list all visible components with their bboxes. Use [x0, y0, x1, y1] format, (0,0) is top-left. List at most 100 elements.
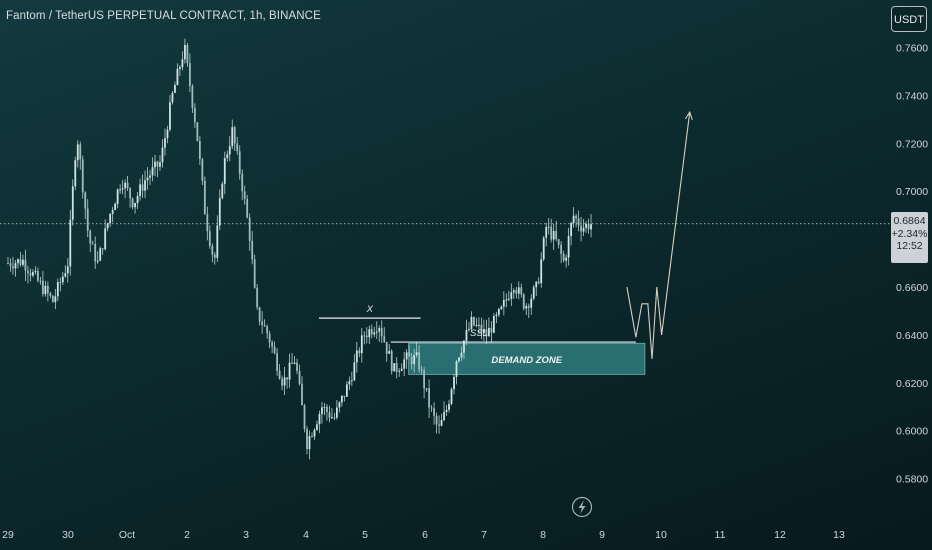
y-axis[interactable]: 0.76000.74000.72000.70000.68000.66000.64…	[896, 43, 928, 486]
candle	[74, 156, 77, 191]
candle-body	[246, 199, 249, 218]
candle-body	[136, 196, 139, 203]
candle-body	[550, 226, 553, 240]
levels-layer: X SSL	[318, 304, 636, 343]
candle	[248, 213, 251, 251]
candle-body	[525, 306, 528, 309]
candle-body	[196, 122, 199, 141]
candle-body	[218, 198, 221, 226]
candle	[587, 218, 590, 234]
candle-body	[241, 173, 244, 192]
x-axis[interactable]: 29 30 Oct 2 3 4 5 6 7 8 9 10 11 12 13	[2, 529, 845, 541]
candle-body	[7, 263, 9, 265]
candle-body	[106, 223, 109, 229]
candle	[119, 184, 122, 194]
candle	[318, 410, 321, 434]
candle	[398, 368, 401, 377]
candle-body	[208, 231, 211, 246]
candle	[395, 357, 398, 379]
candle-body	[535, 281, 538, 288]
candle	[136, 191, 139, 209]
x-tick-label: 11	[715, 529, 726, 541]
candle-body	[405, 352, 408, 360]
candle	[350, 371, 353, 386]
candle-body	[191, 86, 194, 108]
candle	[101, 248, 104, 255]
candle	[258, 306, 261, 326]
candle	[154, 154, 156, 177]
candle-body	[473, 317, 475, 326]
candle-body	[345, 384, 348, 397]
candle	[181, 51, 184, 71]
candle	[353, 354, 356, 382]
candle-body	[206, 214, 209, 232]
candle-body	[29, 273, 32, 276]
candle	[328, 405, 331, 423]
candle-body	[507, 298, 510, 300]
candle	[448, 399, 450, 413]
candle	[263, 319, 266, 327]
level-label-ssl: SSL	[470, 328, 488, 339]
currency-button[interactable]: USDT	[891, 6, 927, 32]
candle-body	[430, 407, 433, 409]
candle	[388, 344, 391, 354]
candle-body	[116, 189, 119, 204]
candle	[423, 367, 426, 399]
y-tick-label: 0.6600	[896, 282, 928, 294]
candle	[408, 344, 411, 357]
projection-path	[626, 112, 691, 359]
candle	[428, 379, 430, 419]
candle-body	[166, 129, 169, 139]
candle	[380, 320, 383, 344]
candle	[532, 284, 535, 301]
candle-body	[283, 377, 286, 386]
demand-zone-label: DEMAND ZONE	[491, 355, 562, 366]
candle	[141, 174, 144, 198]
candle-body	[420, 369, 423, 371]
candle-body	[433, 408, 435, 416]
candle-body	[176, 68, 179, 86]
x-tick-label: 3	[243, 529, 249, 541]
candle-body	[318, 413, 321, 425]
projection-arrowhead	[684, 110, 693, 120]
candle-body	[500, 306, 503, 309]
candle	[211, 243, 214, 263]
lightning-bolt-icon[interactable]	[571, 496, 593, 518]
candle-body	[460, 352, 463, 358]
candle	[236, 136, 239, 155]
candle	[241, 169, 244, 201]
candle-body	[380, 328, 383, 337]
candle	[201, 157, 204, 186]
candle	[433, 402, 435, 425]
candle	[478, 317, 480, 335]
candle-body	[9, 263, 12, 267]
candle	[363, 331, 366, 345]
candle-body	[301, 383, 303, 406]
candle	[527, 303, 530, 318]
candle-body	[490, 327, 493, 333]
y-tick-label: 0.6000	[896, 426, 928, 438]
candle-body	[56, 282, 59, 297]
candle	[515, 287, 518, 299]
candle	[540, 252, 543, 288]
candle	[32, 269, 34, 278]
x-tick-label: 2	[184, 529, 190, 541]
candle	[79, 141, 82, 170]
candle-body	[34, 271, 37, 273]
candle-body	[213, 254, 216, 258]
candle	[288, 353, 291, 388]
candle-body	[393, 363, 396, 372]
x-tick-label: 30	[62, 529, 74, 541]
candle	[208, 225, 211, 249]
candle-body	[400, 368, 403, 371]
candle-body	[331, 417, 333, 419]
candle-body	[131, 198, 134, 208]
candle-body	[425, 388, 428, 390]
candle-body	[193, 107, 196, 123]
candle-body	[398, 370, 401, 372]
candle-body	[308, 436, 311, 450]
candle	[345, 380, 348, 397]
candle	[226, 150, 229, 162]
